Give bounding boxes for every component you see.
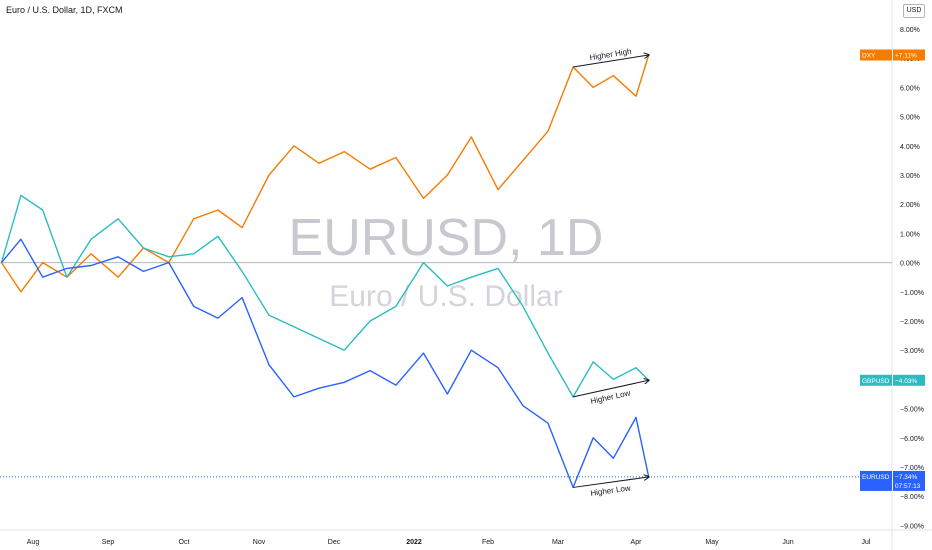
x-tick-label: Apr bbox=[631, 539, 643, 546]
x-tick-label: 2022 bbox=[406, 539, 422, 546]
y-tick-label: −6.00% bbox=[900, 436, 924, 443]
annotation-label[interactable]: Higher Low bbox=[590, 388, 632, 406]
y-tick-label: −2.00% bbox=[900, 319, 924, 326]
x-tick-label: Nov bbox=[253, 539, 266, 546]
axis-label-symbol-gbpusd-bg bbox=[860, 374, 892, 386]
x-tick-label: Feb bbox=[482, 539, 494, 546]
axis-label-value-eurusd-bg bbox=[893, 470, 925, 491]
y-tick-label: 8.00% bbox=[900, 27, 920, 34]
y-tick-label: 5.00% bbox=[900, 115, 920, 122]
symbol-title[interactable]: Euro / U.S. Dollar, 1D, FXCM bbox=[6, 5, 123, 15]
y-tick-label: 3.00% bbox=[900, 173, 920, 180]
x-tick-label: Jul bbox=[862, 539, 871, 546]
axis-label-symbol-gbpusd: GBPUSD bbox=[862, 378, 890, 385]
y-tick-label: 1.00% bbox=[900, 231, 920, 238]
y-tick-label: −3.00% bbox=[900, 348, 924, 355]
annotation-label[interactable]: Higher High bbox=[589, 47, 632, 62]
y-tick-label: −5.00% bbox=[900, 407, 924, 414]
axis-label-symbol-eurusd: EURUSD bbox=[862, 474, 890, 481]
annotation-arrow[interactable] bbox=[572, 380, 649, 398]
y-tick-label: −1.00% bbox=[900, 290, 924, 297]
x-tick-label: Dec bbox=[328, 539, 341, 546]
x-tick-label: May bbox=[705, 539, 719, 546]
x-tick-label: Aug bbox=[27, 539, 40, 546]
series-line-eurusd[interactable] bbox=[0, 238, 650, 489]
axis-label-symbol-dxy: DXY bbox=[862, 52, 876, 59]
y-tick-label: −7.00% bbox=[900, 465, 924, 472]
x-tick-label: Sep bbox=[102, 539, 115, 546]
currency-button[interactable]: USD bbox=[903, 4, 925, 18]
y-tick-label: −8.00% bbox=[900, 494, 924, 501]
axis-label-value-gbpusd-bg bbox=[893, 374, 925, 386]
x-tick-label: Jun bbox=[782, 539, 793, 546]
y-tick-label: 4.00% bbox=[900, 144, 920, 151]
y-tick-label: 2.00% bbox=[900, 202, 920, 209]
x-tick-label: Oct bbox=[179, 539, 190, 546]
series-line-gbpusd[interactable] bbox=[0, 194, 650, 398]
axis-label-symbol-eurusd-bg bbox=[860, 470, 892, 491]
x-tick-label: Mar bbox=[552, 539, 565, 546]
axis-label-value-dxy-bg bbox=[893, 49, 925, 61]
axis-label-value-eurusd: −7.34% bbox=[895, 474, 917, 481]
axis-label-countdown: 07:57:13 bbox=[895, 483, 921, 490]
axis-label-value-gbpusd: −4.03% bbox=[895, 378, 917, 385]
axis-label-value-dxy: +7.11% bbox=[895, 52, 917, 59]
annotation-arrow[interactable] bbox=[573, 477, 649, 488]
axis-label-symbol-dxy-bg bbox=[860, 49, 892, 61]
y-tick-label: 0.00% bbox=[900, 261, 920, 268]
annotation-arrow[interactable] bbox=[573, 55, 649, 68]
series-line-dxy[interactable] bbox=[0, 54, 650, 293]
y-tick-label: 6.00% bbox=[900, 85, 920, 92]
y-tick-label: −9.00% bbox=[900, 523, 924, 530]
annotation-label[interactable]: Higher Low bbox=[590, 483, 632, 498]
